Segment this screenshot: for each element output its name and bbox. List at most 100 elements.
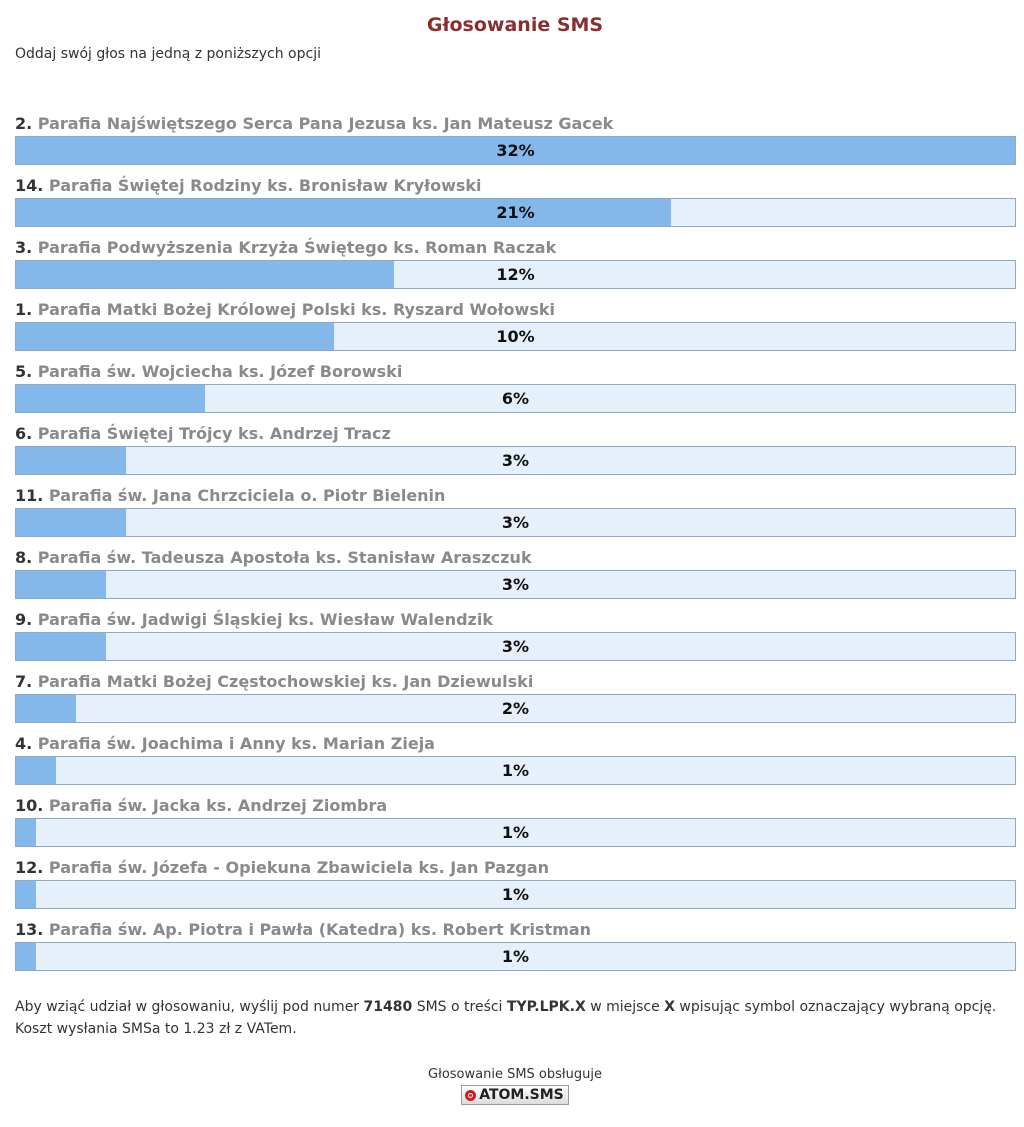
poll-option-name: Parafia Świętej Rodziny ks. Bronisław Kr…	[48, 176, 482, 195]
poll-option-name: Parafia św. Tadeusza Apostoła ks. Stanis…	[37, 548, 532, 567]
poll-option: 11. Parafia św. Jana Chrzciciela o. Piot…	[15, 484, 1016, 546]
result-percentage: 6%	[501, 389, 530, 408]
poll-option-name: Parafia św. Jacka ks. Andrzej Ziombra	[48, 796, 388, 815]
poll-option-label: 11. Parafia św. Jana Chrzciciela o. Piot…	[15, 484, 1016, 508]
poll-option-name: Parafia Matki Bożej Królowej Polski ks. …	[37, 300, 555, 319]
poll-option-label: 14. Parafia Świętej Rodziny ks. Bronisła…	[15, 174, 1016, 198]
result-bar-fill	[16, 943, 36, 970]
poll-option-number: 11.	[15, 486, 44, 505]
poll-option-number: 7.	[15, 672, 33, 691]
poll-option-name: Parafia Matki Bożej Częstochowskiej ks. …	[37, 672, 534, 691]
poll-option: 10. Parafia św. Jacka ks. Andrzej Ziombr…	[15, 794, 1016, 856]
result-bar-fill	[16, 385, 205, 412]
poll-option: 14. Parafia Świętej Rodziny ks. Bronisła…	[15, 174, 1016, 236]
poll-option-name: Parafia św. Jadwigi Śląskiej ks. Wiesław…	[37, 610, 493, 629]
result-bar-fill	[16, 137, 1015, 164]
result-bar: 12%	[15, 260, 1016, 289]
poll-option: 4. Parafia św. Joachima i Anny ks. Maria…	[15, 732, 1016, 794]
poll-option-number: 1.	[15, 300, 33, 319]
footer-text: Głosowanie SMS obsługuje	[428, 1067, 602, 1082]
info-text-2: SMS o treści	[412, 999, 507, 1015]
poll-option-name: Parafia św. Wojciecha ks. Józef Borowski	[37, 362, 403, 381]
result-bar-fill	[16, 571, 106, 598]
poll-option-number: 12.	[15, 858, 44, 877]
result-percentage: 3%	[501, 637, 530, 656]
result-percentage: 1%	[501, 761, 530, 780]
poll-option: 1. Parafia Matki Bożej Królowej Polski k…	[15, 298, 1016, 360]
result-percentage: 10%	[496, 327, 535, 346]
result-percentage: 3%	[501, 575, 530, 594]
poll-option-label: 8. Parafia św. Tadeusza Apostoła ks. Sta…	[15, 546, 1016, 570]
result-percentage: 1%	[501, 823, 530, 842]
result-bar: 1%	[15, 756, 1016, 785]
poll-option: 9. Parafia św. Jadwigi Śląskiej ks. Wies…	[15, 608, 1016, 670]
poll-option-label: 13. Parafia św. Ap. Piotra i Pawła (Kate…	[15, 918, 1016, 942]
page-title: Głosowanie SMS	[426, 14, 604, 36]
result-percentage: 3%	[501, 513, 530, 532]
result-percentage: 2%	[501, 699, 530, 718]
poll-option-name: Parafia Świętej Trójcy ks. Andrzej Tracz	[37, 424, 391, 443]
atom-sms-logo[interactable]: ATOM.SMS	[461, 1085, 569, 1105]
poll-option-label: 12. Parafia św. Józefa - Opiekuna Zbawic…	[15, 856, 1016, 880]
result-bar-fill	[16, 323, 334, 350]
result-bar-fill	[16, 633, 106, 660]
poll-option-name: Parafia Podwyższenia Krzyża Świętego ks.…	[37, 238, 557, 257]
result-bar: 21%	[15, 198, 1016, 227]
poll-option: 3. Parafia Podwyższenia Krzyża Świętego …	[15, 236, 1016, 298]
voting-instructions: Aby wziąć udział w głosowaniu, wyślij po…	[15, 996, 1015, 1040]
result-bar-fill	[16, 199, 672, 226]
result-bar: 2%	[15, 694, 1016, 723]
footer: Głosowanie SMS obsługuje ATOM.SMS	[0, 1067, 1024, 1105]
result-bar: 1%	[15, 818, 1016, 847]
poll-option-name: Parafia św. Józefa - Opiekuna Zbawiciela…	[48, 858, 550, 877]
poll-option-name: Parafia Najświętszego Serca Pana Jezusa …	[37, 114, 614, 133]
result-bar-fill	[16, 695, 76, 722]
poll-results-list: 2. Parafia Najświętszego Serca Pana Jezu…	[15, 112, 1016, 980]
result-bar: 6%	[15, 384, 1016, 413]
result-bar: 1%	[15, 880, 1016, 909]
result-bar-fill	[16, 261, 394, 288]
poll-option-name: Parafia św. Ap. Piotra i Pawła (Katedra)…	[48, 920, 592, 939]
poll-option-number: 5.	[15, 362, 33, 381]
poll-option: 8. Parafia św. Tadeusza Apostoła ks. Sta…	[15, 546, 1016, 608]
poll-option-label: 5. Parafia św. Wojciecha ks. Józef Borow…	[15, 360, 1016, 384]
poll-option-number: 2.	[15, 114, 33, 133]
result-percentage: 3%	[501, 451, 530, 470]
poll-option-number: 13.	[15, 920, 44, 939]
result-bar: 3%	[15, 570, 1016, 599]
poll-option-label: 1. Parafia Matki Bożej Królowej Polski k…	[15, 298, 1016, 322]
result-bar: 10%	[15, 322, 1016, 351]
poll-option-name: Parafia św. Jana Chrzciciela o. Piotr Bi…	[48, 486, 446, 505]
result-bar-fill	[16, 447, 126, 474]
poll-option-number: 8.	[15, 548, 33, 567]
poll-option: 13. Parafia św. Ap. Piotra i Pawła (Kate…	[15, 918, 1016, 980]
result-bar: 3%	[15, 446, 1016, 475]
poll-option-label: 10. Parafia św. Jacka ks. Andrzej Ziombr…	[15, 794, 1016, 818]
atom-sms-logo-icon	[465, 1089, 477, 1101]
poll-option: 7. Parafia Matki Bożej Częstochowskiej k…	[15, 670, 1016, 732]
poll-option-number: 3.	[15, 238, 33, 257]
atom-sms-logo-text: ATOM.SMS	[479, 1087, 564, 1103]
info-text-1: Aby wziąć udział w głosowaniu, wyślij po…	[15, 999, 364, 1015]
result-bar-fill	[16, 819, 36, 846]
page-subtitle: Oddaj swój głos na jedną z poniższych op…	[15, 46, 321, 62]
poll-option-number: 10.	[15, 796, 44, 815]
poll-option: 5. Parafia św. Wojciecha ks. Józef Borow…	[15, 360, 1016, 422]
sms-placeholder: X	[664, 999, 675, 1015]
result-bar-fill	[16, 509, 126, 536]
result-bar: 32%	[15, 136, 1016, 165]
poll-option-number: 9.	[15, 610, 33, 629]
result-bar: 3%	[15, 632, 1016, 661]
result-bar-fill	[16, 757, 56, 784]
poll-option: 2. Parafia Najświętszego Serca Pana Jezu…	[15, 112, 1016, 174]
poll-option-label: 4. Parafia św. Joachima i Anny ks. Maria…	[15, 732, 1016, 756]
poll-option-label: 6. Parafia Świętej Trójcy ks. Andrzej Tr…	[15, 422, 1016, 446]
result-percentage: 21%	[496, 203, 535, 222]
poll-option-label: 3. Parafia Podwyższenia Krzyża Świętego …	[15, 236, 1016, 260]
poll-option-name: Parafia św. Joachima i Anny ks. Marian Z…	[37, 734, 435, 753]
result-bar: 3%	[15, 508, 1016, 537]
poll-option-number: 6.	[15, 424, 33, 443]
poll-option: 12. Parafia św. Józefa - Opiekuna Zbawic…	[15, 856, 1016, 918]
poll-option-label: 7. Parafia Matki Bożej Częstochowskiej k…	[15, 670, 1016, 694]
result-percentage: 1%	[501, 885, 530, 904]
